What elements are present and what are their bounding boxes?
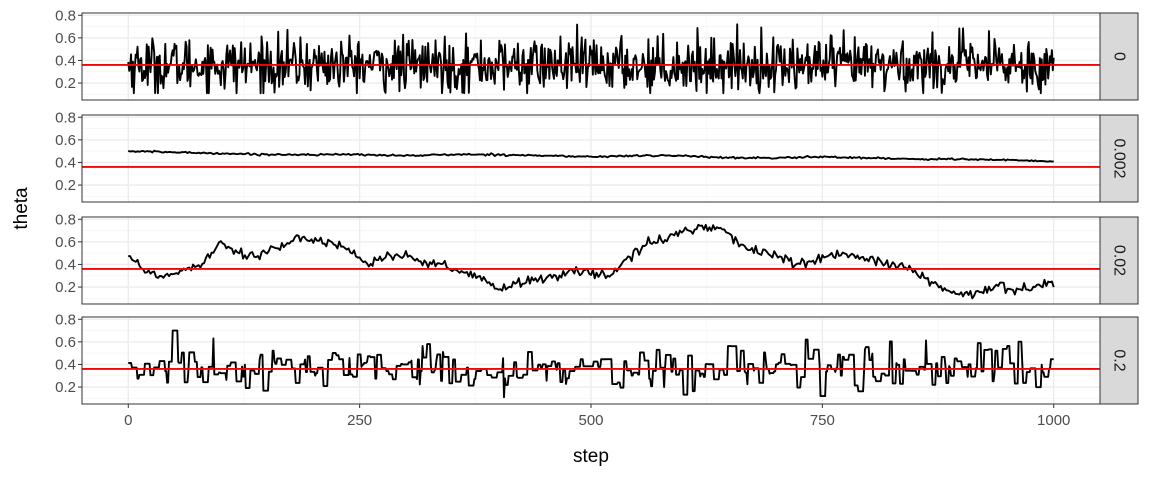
y-tick-label: 0.8: [55, 311, 76, 328]
y-axis-title: theta: [11, 187, 32, 230]
facet-strip-label: 0.002: [1111, 138, 1128, 178]
y-tick-label: 0.6: [55, 234, 76, 251]
x-axis-title: step: [573, 446, 609, 467]
facet-strip-label: 0.02: [1111, 245, 1128, 276]
facet-strip-label: 0: [1111, 52, 1128, 61]
facet-strip: [1099, 216, 1139, 305]
facet-panel-3: 0.2 0.4 0.6 0.8 0.2: [55, 311, 1139, 405]
y-tick-label: 0.8: [55, 211, 76, 228]
y-tick-label: 0.2: [55, 177, 76, 194]
x-tick-label: 750: [810, 412, 835, 429]
y-tick-label: 0.4: [55, 356, 76, 373]
y-tick-label: 0.6: [55, 132, 76, 149]
facet-strip-label: 0.2: [1111, 349, 1128, 371]
facet-strip: [1099, 316, 1139, 405]
series-line-0.002: [127, 149, 1054, 163]
series-line-0.02: [128, 223, 1055, 300]
y-tick-label: 0.2: [55, 379, 76, 396]
facet-strip: [1099, 114, 1139, 203]
y-tick-label: 0.4: [55, 256, 76, 273]
x-tick-label: 500: [578, 412, 603, 429]
y-tick-label: 0.6: [55, 334, 76, 351]
facet-panel-1: 0.2 0.4 0.6 0.8 0.002: [55, 109, 1139, 203]
y-tick-label: 0.2: [55, 75, 76, 92]
y-tick-label: 0.8: [55, 7, 76, 24]
y-tick-label: 0.8: [55, 109, 76, 126]
x-tick-label: 1000: [1037, 412, 1070, 429]
facet-panel-2: 0.2 0.4 0.6 0.8 0.02: [55, 211, 1139, 305]
y-tick-label: 0.4: [55, 154, 76, 171]
y-tick-label: 0.6: [55, 30, 76, 47]
y-tick-label: 0.2: [55, 279, 76, 296]
facet-panel-0: 0.2 0.4 0.6 0.8 0: [55, 7, 1139, 101]
series-line-0.2: [128, 329, 1054, 399]
series-line-0: [127, 23, 1055, 95]
x-tick-label: 250: [347, 412, 372, 429]
x-tick-label: 0: [124, 412, 132, 429]
facet-strip: [1099, 12, 1139, 101]
y-tick-label: 0.4: [55, 52, 76, 69]
